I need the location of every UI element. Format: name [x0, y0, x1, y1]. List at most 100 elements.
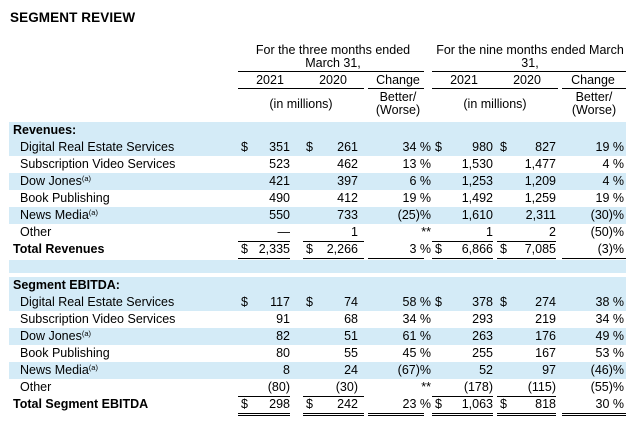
value-n20: 2,311: [525, 208, 556, 222]
header-change-n: Change: [571, 73, 615, 87]
value-nchg: 4 %: [602, 174, 624, 188]
value-n21: 52: [479, 363, 493, 377]
value-q20: 462: [337, 157, 358, 171]
value-n21: 263: [472, 329, 493, 343]
total-rule-bottom: [238, 258, 290, 259]
total-rule-bottom: [303, 258, 364, 259]
header-better-worse-n: Better/ (Worse): [571, 90, 617, 117]
value-nchg: 49 %: [595, 329, 625, 343]
header-change-q: Change: [376, 73, 420, 87]
total-value-n20: 818: [535, 397, 556, 411]
total-rule-bottom: [368, 413, 424, 414]
row-label-text: Dow Jones: [20, 329, 82, 343]
total-rule-bottom: [562, 258, 626, 259]
value-qchg: 13 %: [402, 157, 432, 171]
dollar-sign: $: [241, 295, 248, 309]
value-qchg: 6 %: [409, 174, 431, 188]
total-rule-bottom: [368, 415, 424, 416]
value-n21: 1,610: [461, 208, 493, 222]
value-n21: 980: [472, 140, 493, 154]
header-in-millions-q: (in millions): [269, 97, 333, 111]
dollar-sign: $: [435, 295, 442, 309]
value-q21: 91: [276, 312, 290, 326]
total-value-q21: 298: [269, 397, 290, 411]
value-nchg: 4 %: [602, 157, 624, 171]
header-nine-months: For the nine months ended March 31,: [436, 43, 624, 70]
total-rule-bottom: [497, 415, 556, 416]
value-q21: 117: [270, 295, 290, 309]
dollar-sign: $: [306, 397, 313, 411]
row-label: Digital Real Estate Services: [20, 294, 174, 311]
total-label: Total Segment EBITDA: [13, 397, 149, 411]
page-title: SEGMENT REVIEW: [10, 10, 136, 25]
value-n21: 1,530: [461, 157, 493, 171]
total-rule-top: [238, 241, 290, 242]
header-rule-nine: [432, 71, 626, 72]
total-value-nchg: (3)%: [597, 242, 624, 256]
total-rule-bottom: [497, 258, 556, 259]
value-qchg: (67)%: [397, 363, 431, 377]
value-q21: 351: [269, 140, 290, 154]
row-label: Subscription Video Services: [20, 311, 175, 328]
total-rule-top: [238, 396, 290, 397]
footnote-marker: (a): [81, 329, 92, 338]
total-rule-bottom: [368, 258, 424, 259]
header-rule-change-n: [562, 88, 626, 89]
header-rule-three: [238, 71, 424, 72]
value-q20: (30): [335, 380, 358, 394]
row-label-text: Other: [20, 225, 52, 239]
value-qchg: 19 %: [402, 191, 432, 205]
spacer-band: [9, 260, 626, 273]
row-label-text: Book Publishing: [20, 346, 110, 360]
total-rule-bottom: [562, 413, 626, 414]
row-label-text: Book Publishing: [20, 191, 110, 205]
row-label: News Media(a): [20, 207, 98, 224]
section-label: Revenues:: [13, 123, 77, 137]
total-value-nchg: 30 %: [595, 397, 625, 411]
row-band: [9, 294, 626, 311]
row-label-text: Digital Real Estate Services: [20, 140, 175, 154]
header-year-2021-q: 2021: [256, 73, 284, 87]
dollar-sign: $: [435, 242, 442, 256]
row-label: Dow Jones(a): [20, 328, 91, 345]
value-n20: 1,477: [524, 157, 556, 171]
total-rule-bottom: [432, 413, 493, 414]
footnote-marker: (a): [81, 174, 92, 183]
value-qchg: 61 %: [402, 329, 432, 343]
header-rule-years-q: [238, 88, 364, 89]
dollar-sign: $: [241, 397, 248, 411]
section-label: Segment EBITDA:: [13, 278, 120, 292]
total-rule-top: [497, 396, 556, 397]
value-n21: 1,253: [461, 174, 493, 188]
value-q21: 80: [276, 346, 290, 360]
total-rule-top: [432, 396, 493, 397]
total-rule-bottom: [432, 415, 493, 416]
value-nchg: (55)%: [590, 380, 624, 394]
value-q21: 523: [269, 157, 290, 171]
value-q21: —: [277, 225, 291, 239]
row-label-text: Subscription Video Services: [20, 157, 176, 171]
value-nchg: (50)%: [590, 225, 624, 239]
value-q20: 74: [344, 295, 358, 309]
header-year-2021-n: 2021: [450, 73, 478, 87]
value-qchg: 45 %: [402, 346, 432, 360]
header-rule-change-q: [368, 88, 424, 89]
total-rule-bottom: [432, 258, 493, 259]
total-rule-bottom: [238, 415, 290, 416]
header-year-2020-n: 2020: [513, 73, 541, 87]
total-value-q21: 2,335: [258, 242, 290, 256]
row-label: Digital Real Estate Services: [20, 139, 174, 156]
value-n21: 1: [486, 225, 493, 239]
value-n20: 2: [549, 225, 556, 239]
value-q20: 55: [344, 346, 358, 360]
total-rule-bottom: [497, 413, 556, 414]
dollar-sign: $: [306, 295, 313, 309]
value-n20: 97: [542, 363, 556, 377]
value-q20: 24: [344, 363, 358, 377]
row-label-text: News Media: [20, 208, 89, 222]
section-band: [9, 277, 626, 294]
value-q20: 68: [344, 312, 358, 326]
total-rule-bottom: [238, 413, 290, 414]
value-nchg: 19 %: [595, 191, 625, 205]
value-n21: 1,492: [461, 191, 493, 205]
